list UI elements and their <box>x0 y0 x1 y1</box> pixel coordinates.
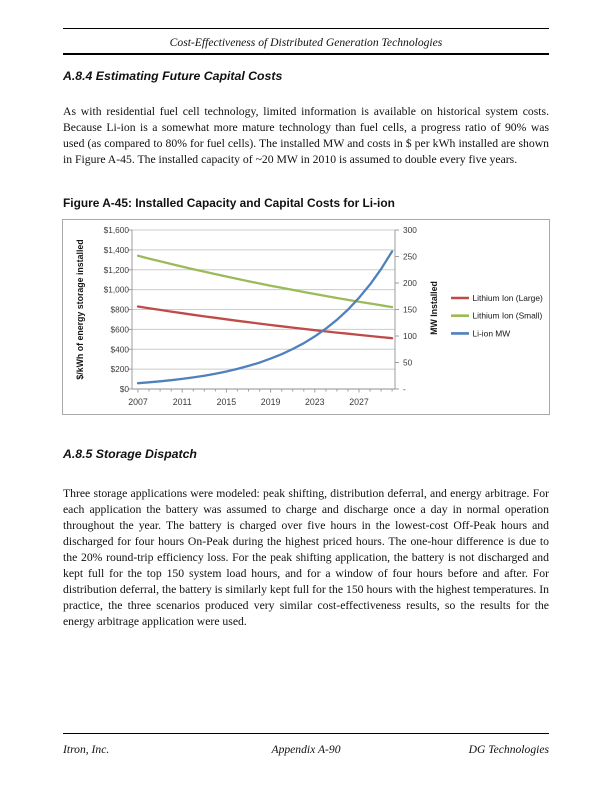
svg-text:$200: $200 <box>111 364 130 374</box>
section-heading-a85: A.8.5 Storage Dispatch <box>63 446 197 461</box>
svg-text:300: 300 <box>403 225 417 235</box>
right-axis-title: MW Installed <box>429 281 439 335</box>
svg-text:2027: 2027 <box>349 397 369 407</box>
chart-tick-labels: $1,600 $1,400 $1,200 $1,000 $800 $600 $400 $200… <box>104 225 418 407</box>
figure-a45: $1,600 $1,400 $1,200 $1,000 $800 $600 $400 $200… <box>62 219 550 415</box>
footer-left: Itron, Inc. <box>63 743 110 756</box>
paragraph-a85: Three storage applications were modeled:… <box>63 486 549 629</box>
chart-gridlines <box>132 229 395 390</box>
svg-text:2015: 2015 <box>217 397 237 407</box>
section-heading-a84: A.8.4 Estimating Future Capital Costs <box>63 68 283 83</box>
svg-text:$400: $400 <box>111 344 130 354</box>
header-top-rule <box>63 27 549 29</box>
svg-text:200: 200 <box>403 278 417 288</box>
svg-text:$1,600: $1,600 <box>104 225 130 235</box>
svg-text:2019: 2019 <box>261 397 281 407</box>
svg-text:-: - <box>403 384 406 394</box>
figure-caption: Figure A-45: Installed Capacity and Capi… <box>63 196 395 210</box>
series-line-lithium-ion-small <box>136 254 394 309</box>
left-axis-title: $/kWh of energy storage installed <box>75 239 85 379</box>
svg-text:$1,200: $1,200 <box>104 265 130 275</box>
series-line-lithium-ion-large <box>136 305 394 340</box>
svg-text:50: 50 <box>403 358 413 368</box>
svg-text:$1,000: $1,000 <box>104 285 130 295</box>
running-header: Cost-Effectiveness of Distributed Genera… <box>169 36 443 49</box>
legend-label-li-ion-mw: Li-ion MW <box>473 328 511 338</box>
legend-label-lithium-ion-small: Lithium Ion (Small) <box>473 311 543 321</box>
footer-rule <box>63 733 549 735</box>
figure-chart: $1,600 $1,400 $1,200 $1,000 $800 $600 $400 $200… <box>75 225 543 407</box>
svg-text:250: 250 <box>403 252 417 262</box>
footer-center: Appendix A-90 <box>271 743 341 756</box>
svg-text:2023: 2023 <box>305 397 325 407</box>
svg-text:$0: $0 <box>120 384 130 394</box>
chart-tick-marks <box>128 229 399 393</box>
series-line-li-ion-mw <box>136 250 394 385</box>
svg-text:$800: $800 <box>111 305 130 315</box>
svg-text:100: 100 <box>403 331 417 341</box>
svg-text:150: 150 <box>403 305 417 315</box>
svg-text:$600: $600 <box>111 324 130 334</box>
svg-text:$1,400: $1,400 <box>104 245 130 255</box>
svg-text:2007: 2007 <box>128 397 148 407</box>
page-footer: Itron, Inc. Appendix A-90 DG Technologie… <box>63 743 549 757</box>
svg-text:2011: 2011 <box>173 397 192 407</box>
legend-label-lithium-ion-large: Lithium Ion (Large) <box>473 293 544 303</box>
paragraph-a84: As with residential fuel cell technology… <box>63 105 549 167</box>
chart-legend: Lithium Ion (Large) Lithium Ion (Small) Li… <box>451 293 543 338</box>
footer-right: DG Technologies <box>468 743 549 756</box>
header-bottom-rule <box>63 53 549 55</box>
